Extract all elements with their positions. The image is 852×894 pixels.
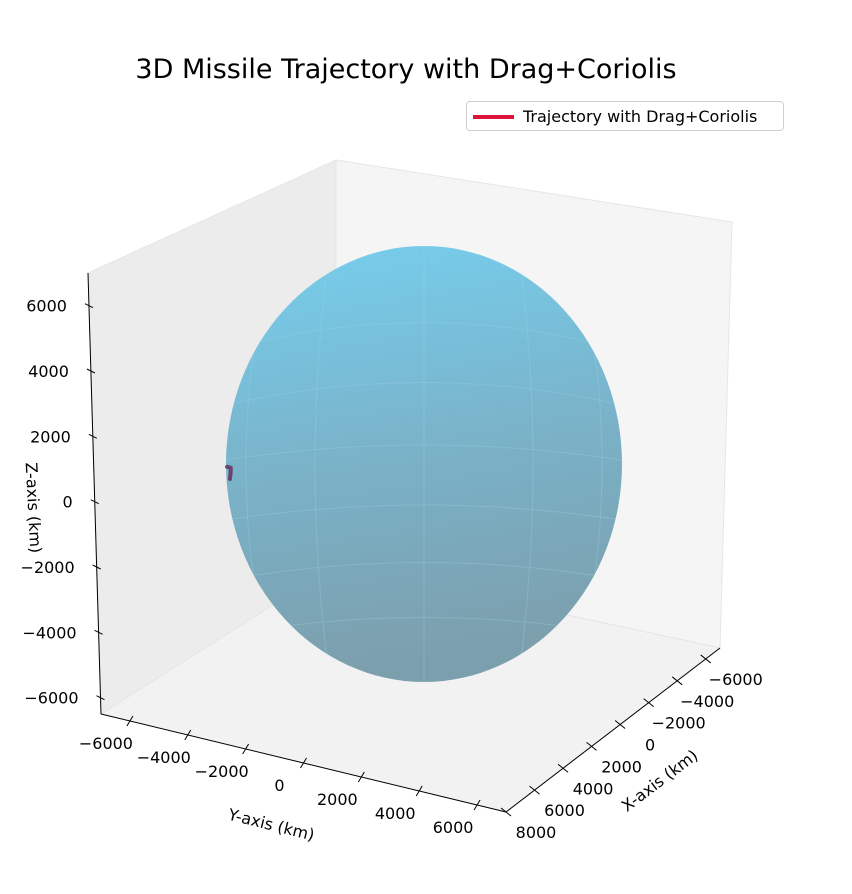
chart-title: 3D Missile Trajectory with Drag+Coriolis — [135, 54, 677, 85]
y-axis-tick-label: 2000 — [317, 790, 358, 809]
x-axis-tick-label: 6000 — [544, 801, 585, 820]
x-axis-tick-mark — [671, 676, 683, 686]
z-axis-tick-label: −2000 — [21, 558, 75, 577]
z-axis-tick-mark — [90, 499, 99, 505]
legend-label: Trajectory with Drag+Coriolis — [523, 107, 758, 126]
x-axis-label: X-axis (km) — [618, 746, 702, 816]
earth-sphere — [226, 246, 622, 682]
z-axis-tick-mark — [86, 368, 96, 374]
x-axis-tick-label: 8000 — [516, 823, 557, 842]
y-axis-tick-mark — [415, 785, 423, 797]
x-axis-tick-mark — [586, 742, 597, 751]
y-axis-tick-mark — [242, 743, 250, 755]
z-axis-line — [87, 272, 102, 715]
z-axis-tick-mark — [88, 433, 98, 439]
z-axis-label: Z-axis (km) — [22, 462, 46, 554]
z-axis-tick-label: 4000 — [28, 362, 69, 381]
legend: Trajectory with Drag+Coriolis — [466, 101, 784, 131]
z-axis-tick-label: −6000 — [24, 689, 78, 708]
z-axis-tick-label: 2000 — [30, 427, 71, 446]
x-axis-tick-mark — [700, 654, 712, 664]
y-axis-tick-label: −6000 — [79, 734, 133, 753]
y-axis-tick-label: −4000 — [137, 748, 191, 767]
y-axis-tick-mark — [473, 799, 481, 811]
y-axis-tick-label: 6000 — [433, 818, 474, 837]
z-axis-tick-label: 6000 — [26, 297, 67, 316]
x-axis-line — [505, 647, 721, 813]
z-axis-tick-mark — [92, 564, 101, 570]
axis-ticks: 6000400020000−2000−4000−6000−6000−4000−2… — [21, 297, 763, 842]
z-axis-tick-mark — [84, 303, 94, 309]
y-axis-tick-label: 4000 — [375, 804, 416, 823]
x-axis-tick-mark — [557, 763, 569, 773]
legend-line-swatch — [473, 115, 514, 119]
x-axis-tick-label: 2000 — [601, 757, 642, 776]
trajectory-line — [225, 464, 233, 481]
y-axis-tick-label: 0 — [274, 776, 284, 795]
y-axis-tick-mark — [357, 771, 365, 783]
x-axis-tick-label: −4000 — [680, 692, 734, 711]
y-axis-tick-mark — [184, 729, 192, 741]
x-axis-tick-label: 4000 — [573, 779, 614, 798]
z-axis-tick-mark — [94, 629, 103, 635]
x-axis-tick-mark — [529, 785, 540, 795]
x-axis-tick-mark — [500, 807, 512, 817]
y-axis-tick-label: −2000 — [195, 762, 249, 781]
z-axis-tick-label: −4000 — [22, 623, 76, 642]
x-axis-tick-mark — [614, 720, 626, 729]
x-axis-tick-label: −6000 — [709, 670, 763, 689]
x-axis-tick-mark — [643, 698, 654, 708]
y-axis-tick-mark — [126, 715, 134, 727]
y-axis-tick-mark — [300, 757, 307, 769]
z-axis-tick-mark — [96, 695, 105, 701]
x-axis-tick-label: 0 — [645, 736, 655, 755]
x-axis-tick-label: −2000 — [652, 714, 706, 733]
z-axis-tick-label: 0 — [63, 493, 73, 512]
y-axis-label: Y-axis (km) — [225, 805, 316, 845]
